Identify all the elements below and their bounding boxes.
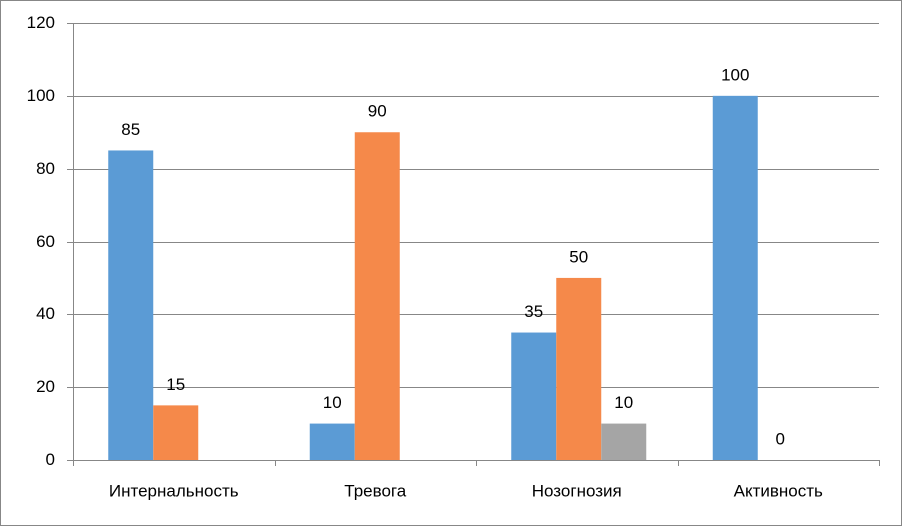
bar: [354, 132, 400, 460]
bar: [712, 95, 758, 460]
y-tick-label: 40: [36, 304, 55, 323]
bar: [108, 150, 154, 461]
x-tick-label: Тревога: [344, 481, 406, 500]
data-label: 85: [121, 120, 140, 139]
y-tick-label: 20: [36, 377, 55, 396]
data-label: 0: [776, 429, 785, 448]
data-label: 10: [614, 393, 633, 412]
bar: [556, 277, 602, 460]
bar: [511, 332, 557, 460]
y-tick-label: 120: [27, 13, 55, 32]
y-tick-label: 100: [27, 86, 55, 105]
y-tick-label: 0: [46, 450, 55, 469]
data-label: 50: [569, 247, 588, 266]
data-label: 35: [524, 302, 543, 321]
data-label: 90: [368, 102, 387, 121]
bar: [309, 423, 355, 460]
data-label: 15: [166, 375, 185, 394]
x-tick-label: Нозогнозия: [532, 481, 622, 500]
y-tick-label: 80: [36, 159, 55, 178]
x-tick-label: Интернальность: [109, 481, 239, 500]
x-tick-label: Активность: [734, 481, 823, 500]
data-label: 100: [721, 65, 749, 84]
data-label: 10: [323, 393, 342, 412]
bar: [153, 405, 199, 460]
bar: [601, 423, 647, 460]
y-tick-label: 60: [36, 232, 55, 251]
